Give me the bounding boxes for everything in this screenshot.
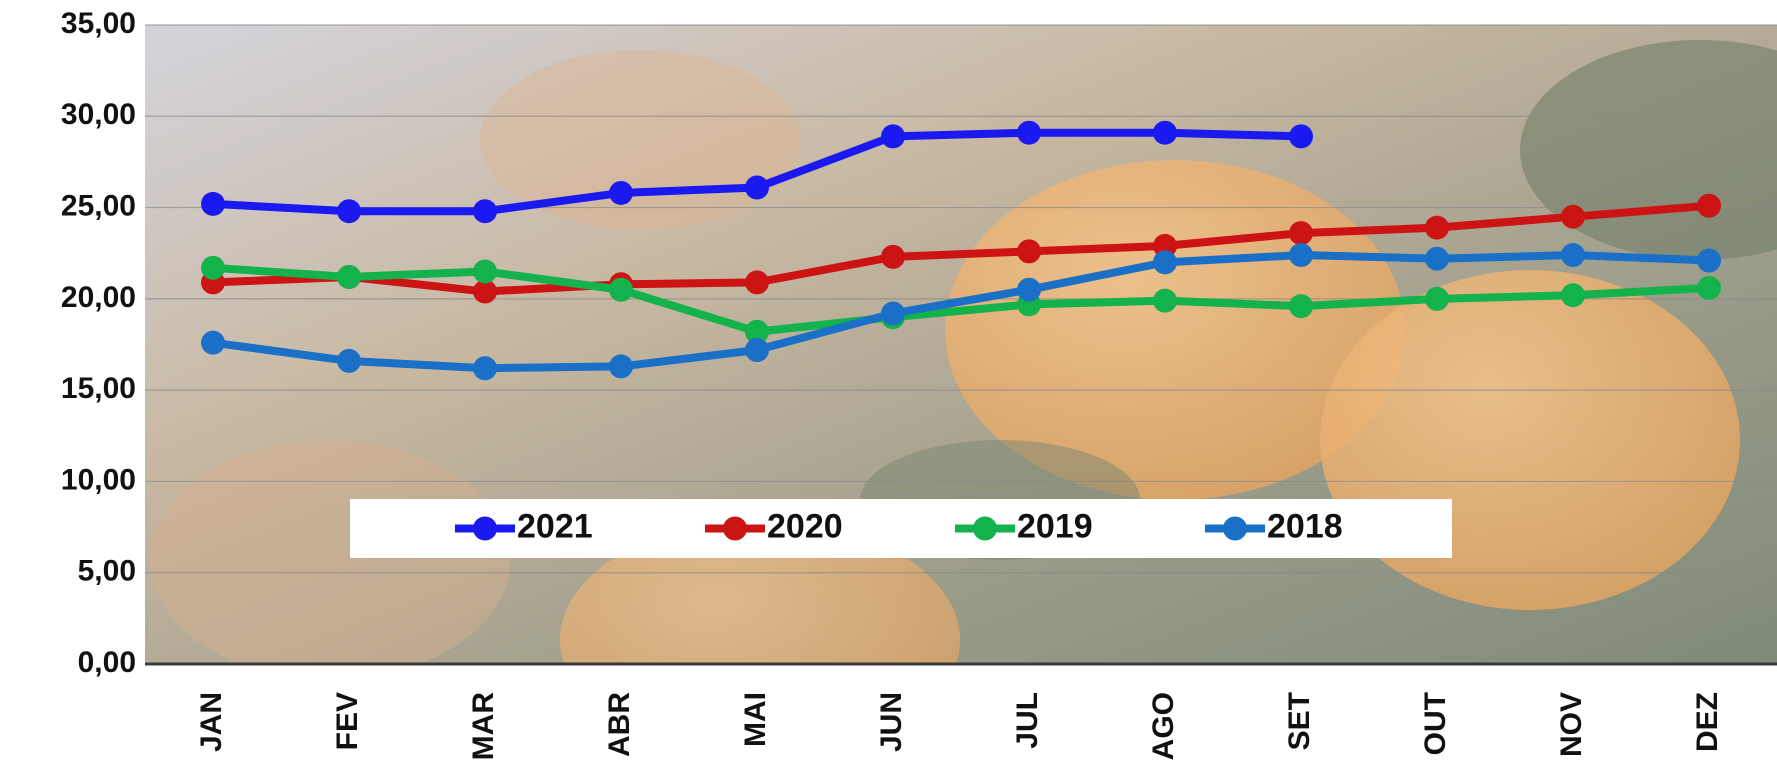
data-point [473, 199, 497, 224]
series-line [209, 251, 1713, 373]
data-point [1153, 288, 1177, 313]
x-tick-label: AGO [1147, 692, 1180, 760]
data-point [1697, 248, 1721, 273]
data-point [609, 180, 633, 205]
legend-label: 2018 [1267, 507, 1343, 545]
data-point [1153, 120, 1177, 145]
y-tick-label: 15,00 [61, 372, 136, 405]
legend-marker [973, 516, 997, 541]
legend-marker [1223, 516, 1247, 541]
data-point [1425, 246, 1449, 271]
data-point [473, 356, 497, 381]
series-line [209, 201, 1713, 296]
y-tick-label: 30,00 [61, 98, 136, 131]
x-tick-label: DEZ [1691, 692, 1724, 752]
data-point [1425, 215, 1449, 240]
y-tick-label: 25,00 [61, 189, 136, 222]
x-tick-label: JUN [875, 692, 908, 752]
data-point [609, 277, 633, 302]
data-point [745, 175, 769, 200]
data-point [473, 259, 497, 284]
data-point [1289, 124, 1313, 149]
y-tick-label: 35,00 [61, 7, 136, 40]
data-point [1561, 243, 1585, 268]
x-tick-label: MAR [467, 692, 500, 761]
legend-box [350, 499, 1452, 558]
data-point [473, 279, 497, 304]
x-tick-label: NOV [1555, 692, 1588, 757]
legend-label: 2019 [1017, 507, 1093, 545]
data-point [1153, 250, 1177, 275]
x-tick-label: SET [1283, 692, 1316, 750]
y-tick-label: 10,00 [61, 463, 136, 496]
x-tick-label: FEV [331, 692, 364, 750]
data-point [337, 264, 361, 289]
data-point [745, 319, 769, 344]
data-point [1289, 294, 1313, 319]
data-point [1017, 277, 1041, 302]
data-point [1289, 221, 1313, 246]
y-tick-label: 5,00 [78, 555, 136, 588]
legend-label: 2020 [767, 507, 843, 545]
series-line [209, 263, 1713, 336]
data-point [1425, 286, 1449, 311]
data-point [1561, 283, 1585, 308]
legend-marker [723, 516, 747, 541]
data-point [1697, 193, 1721, 218]
data-point [609, 354, 633, 379]
data-point [745, 270, 769, 295]
data-point [1017, 239, 1041, 264]
legend-marker [473, 516, 497, 541]
x-tick-label: JAN [195, 692, 228, 752]
x-tick-label: ABR [603, 692, 636, 757]
legend-label: 2021 [517, 507, 593, 545]
data-point [881, 124, 905, 149]
y-tick-label: 20,00 [61, 281, 136, 314]
data-point [1561, 204, 1585, 229]
data-point [201, 191, 225, 216]
data-point [1153, 233, 1177, 258]
data-point [201, 330, 225, 355]
data-point [337, 348, 361, 373]
legend: 2021 2020 2019 2018 [350, 499, 1452, 558]
data-point [337, 199, 361, 224]
data-point [1289, 243, 1313, 268]
x-tick-label: OUT [1419, 692, 1452, 755]
y-tick-label: 0,00 [78, 646, 136, 679]
x-tick-label: MAI [739, 692, 772, 747]
data-point [881, 244, 905, 269]
data-point [1017, 120, 1041, 145]
data-point [881, 301, 905, 326]
x-tick-label: JUL [1011, 692, 1044, 749]
data-point [201, 255, 225, 280]
data-point [745, 337, 769, 362]
data-point [1697, 275, 1721, 300]
